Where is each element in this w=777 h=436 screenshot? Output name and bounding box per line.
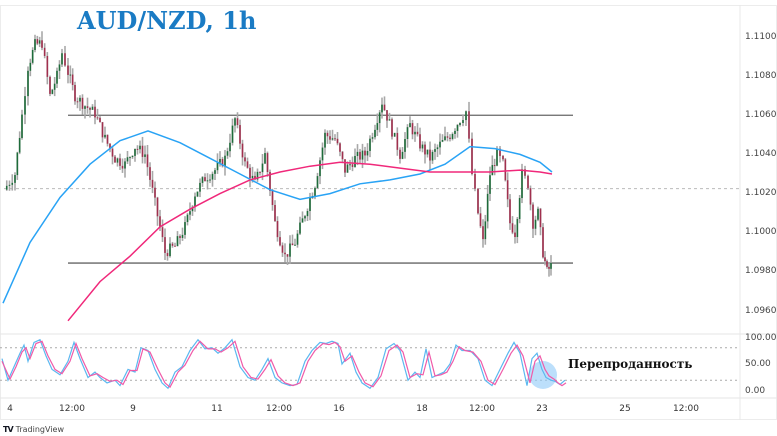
stoch-tick: 50.00 — [745, 359, 771, 369]
slow-ma-line — [67, 161, 553, 322]
price-tick: 1.10800 — [745, 71, 777, 81]
stoch-d-line — [1, 340, 567, 389]
time-tick: 12:00 — [673, 404, 699, 414]
time-tick: 23 — [536, 404, 548, 414]
candlesticks — [5, 31, 552, 277]
price-tick: 1.09800 — [745, 266, 777, 276]
time-tick: 16 — [333, 404, 345, 414]
time-tick: 9 — [130, 404, 136, 414]
price-tick: 1.11000 — [745, 32, 777, 42]
oversold-annotation: Перепроданность — [568, 357, 693, 371]
price-tick: 1.10000 — [745, 227, 777, 237]
chart-title: AUD/NZD, 1h — [77, 6, 257, 35]
stochastic-oscillator — [1, 338, 567, 390]
tradingview-brand[interactable]: TV TradingView — [3, 425, 64, 434]
time-tick: 25 — [619, 404, 631, 414]
time-tick: 12:00 — [59, 404, 85, 414]
time-tick: 12:00 — [469, 404, 495, 414]
price-tick: 1.09600 — [745, 306, 777, 316]
oversold-highlight-circle — [529, 361, 557, 389]
time-tick: 12:00 — [266, 404, 292, 414]
tradingview-logo-icon: TV — [3, 425, 14, 434]
fast-ma-line — [2, 130, 553, 304]
stoch-tick: 100.00 — [745, 333, 777, 343]
stoch-reference-lines — [0, 347, 740, 381]
time-tick: 11 — [211, 404, 223, 414]
stoch-tick: 0.00 — [745, 386, 766, 396]
price-tick: 1.10400 — [745, 149, 777, 159]
brand-name: TradingView — [15, 425, 64, 434]
price-tick: 1.10600 — [745, 110, 777, 120]
price-tick: 1.10200 — [745, 188, 777, 198]
time-tick: 4 — [7, 404, 13, 414]
horizontal-levels — [4, 114, 740, 264]
moving-averages — [2, 130, 553, 322]
time-tick: 18 — [416, 404, 428, 414]
